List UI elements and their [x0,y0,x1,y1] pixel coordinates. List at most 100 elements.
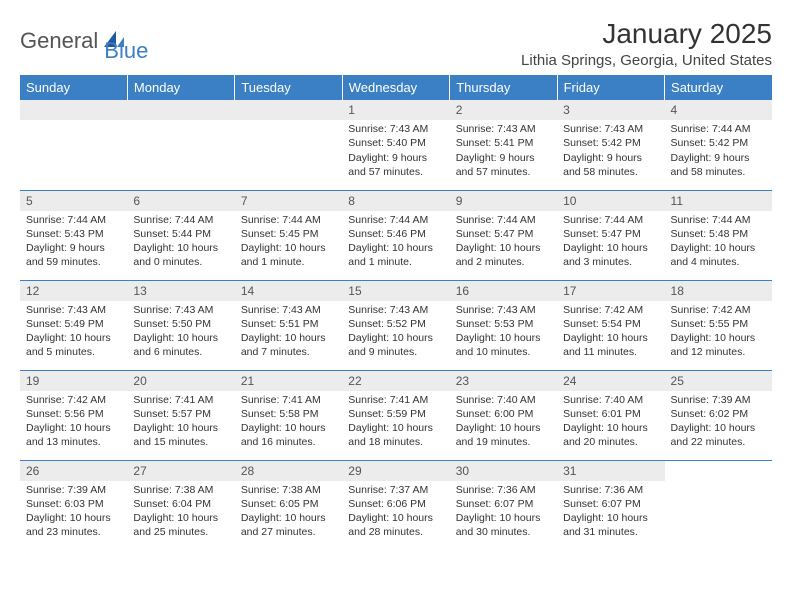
day-content: Sunrise: 7:43 AMSunset: 5:49 PMDaylight:… [20,301,127,364]
day-content: Sunrise: 7:44 AMSunset: 5:46 PMDaylight:… [342,211,449,274]
day-number: 18 [665,281,772,301]
day-number: 28 [235,461,342,481]
day-number: 13 [127,281,234,301]
day-content: Sunrise: 7:43 AMSunset: 5:53 PMDaylight:… [450,301,557,364]
calendar-cell: 14Sunrise: 7:43 AMSunset: 5:51 PMDayligh… [235,280,342,370]
day-number: 27 [127,461,234,481]
day-number: 19 [20,371,127,391]
calendar-row: 26Sunrise: 7:39 AMSunset: 6:03 PMDayligh… [20,460,772,550]
day-content: Sunrise: 7:43 AMSunset: 5:42 PMDaylight:… [557,120,664,183]
day-number: 7 [235,191,342,211]
day-content: Sunrise: 7:38 AMSunset: 6:05 PMDaylight:… [235,481,342,544]
day-content: Sunrise: 7:43 AMSunset: 5:50 PMDaylight:… [127,301,234,364]
day-content: Sunrise: 7:37 AMSunset: 6:06 PMDaylight:… [342,481,449,544]
calendar-cell: 4Sunrise: 7:44 AMSunset: 5:42 PMDaylight… [665,100,772,190]
day-number: 25 [665,371,772,391]
calendar-cell: 27Sunrise: 7:38 AMSunset: 6:04 PMDayligh… [127,460,234,550]
calendar-cell: 16Sunrise: 7:43 AMSunset: 5:53 PMDayligh… [450,280,557,370]
day-content: Sunrise: 7:41 AMSunset: 5:59 PMDaylight:… [342,391,449,454]
calendar-body: 1Sunrise: 7:43 AMSunset: 5:40 PMDaylight… [20,100,772,550]
day-number: 22 [342,371,449,391]
location-text: Lithia Springs, Georgia, United States [521,52,772,69]
day-number: 23 [450,371,557,391]
page-title: January 2025 [521,18,772,50]
calendar-cell: 11Sunrise: 7:44 AMSunset: 5:48 PMDayligh… [665,190,772,280]
calendar-cell: 20Sunrise: 7:41 AMSunset: 5:57 PMDayligh… [127,370,234,460]
calendar-cell: 22Sunrise: 7:41 AMSunset: 5:59 PMDayligh… [342,370,449,460]
calendar-cell: 15Sunrise: 7:43 AMSunset: 5:52 PMDayligh… [342,280,449,370]
calendar-cell: 19Sunrise: 7:42 AMSunset: 5:56 PMDayligh… [20,370,127,460]
day-number: 14 [235,281,342,301]
day-content: Sunrise: 7:39 AMSunset: 6:02 PMDaylight:… [665,391,772,454]
day-content: Sunrise: 7:44 AMSunset: 5:47 PMDaylight:… [450,211,557,274]
day-number: 16 [450,281,557,301]
logo-text-blue: Blue [104,38,148,63]
day-content: Sunrise: 7:40 AMSunset: 6:00 PMDaylight:… [450,391,557,454]
calendar-cell: 12Sunrise: 7:43 AMSunset: 5:49 PMDayligh… [20,280,127,370]
day-content: Sunrise: 7:44 AMSunset: 5:45 PMDaylight:… [235,211,342,274]
day-number: 15 [342,281,449,301]
weekday-header: Sunday [20,75,127,100]
day-content: Sunrise: 7:36 AMSunset: 6:07 PMDaylight:… [557,481,664,544]
day-number: 8 [342,191,449,211]
day-number: 6 [127,191,234,211]
day-number: 5 [20,191,127,211]
day-number: 10 [557,191,664,211]
day-content: Sunrise: 7:44 AMSunset: 5:43 PMDaylight:… [20,211,127,274]
calendar-cell: 2Sunrise: 7:43 AMSunset: 5:41 PMDaylight… [450,100,557,190]
weekday-header: Wednesday [342,75,449,100]
day-number: 29 [342,461,449,481]
day-number-empty [127,100,234,120]
calendar-cell: 7Sunrise: 7:44 AMSunset: 5:45 PMDaylight… [235,190,342,280]
day-number: 30 [450,461,557,481]
calendar-row: 19Sunrise: 7:42 AMSunset: 5:56 PMDayligh… [20,370,772,460]
day-number: 24 [557,371,664,391]
calendar-cell: 31Sunrise: 7:36 AMSunset: 6:07 PMDayligh… [557,460,664,550]
day-content: Sunrise: 7:44 AMSunset: 5:47 PMDaylight:… [557,211,664,274]
title-block: January 2025 Lithia Springs, Georgia, Un… [521,18,772,69]
day-content: Sunrise: 7:41 AMSunset: 5:58 PMDaylight:… [235,391,342,454]
calendar-cell: 17Sunrise: 7:42 AMSunset: 5:54 PMDayligh… [557,280,664,370]
weekday-header: Tuesday [235,75,342,100]
calendar-cell: 21Sunrise: 7:41 AMSunset: 5:58 PMDayligh… [235,370,342,460]
calendar-row: 1Sunrise: 7:43 AMSunset: 5:40 PMDaylight… [20,100,772,190]
calendar-cell: 8Sunrise: 7:44 AMSunset: 5:46 PMDaylight… [342,190,449,280]
calendar-cell [665,460,772,550]
day-content: Sunrise: 7:44 AMSunset: 5:48 PMDaylight:… [665,211,772,274]
calendar-cell: 30Sunrise: 7:36 AMSunset: 6:07 PMDayligh… [450,460,557,550]
day-number: 2 [450,100,557,120]
calendar-cell [20,100,127,190]
day-number: 20 [127,371,234,391]
day-content: Sunrise: 7:39 AMSunset: 6:03 PMDaylight:… [20,481,127,544]
day-number: 1 [342,100,449,120]
day-number: 26 [20,461,127,481]
calendar-cell: 28Sunrise: 7:38 AMSunset: 6:05 PMDayligh… [235,460,342,550]
calendar-cell: 18Sunrise: 7:42 AMSunset: 5:55 PMDayligh… [665,280,772,370]
weekday-header: Thursday [450,75,557,100]
day-content: Sunrise: 7:40 AMSunset: 6:01 PMDaylight:… [557,391,664,454]
day-content: Sunrise: 7:41 AMSunset: 5:57 PMDaylight:… [127,391,234,454]
day-content: Sunrise: 7:42 AMSunset: 5:56 PMDaylight:… [20,391,127,454]
weekday-header: Monday [127,75,234,100]
day-number: 31 [557,461,664,481]
day-number: 4 [665,100,772,120]
calendar-cell: 9Sunrise: 7:44 AMSunset: 5:47 PMDaylight… [450,190,557,280]
calendar-cell: 10Sunrise: 7:44 AMSunset: 5:47 PMDayligh… [557,190,664,280]
day-content: Sunrise: 7:42 AMSunset: 5:54 PMDaylight:… [557,301,664,364]
day-number: 11 [665,191,772,211]
day-number: 21 [235,371,342,391]
calendar-table: SundayMondayTuesdayWednesdayThursdayFrid… [20,75,772,550]
calendar-cell: 1Sunrise: 7:43 AMSunset: 5:40 PMDaylight… [342,100,449,190]
day-content: Sunrise: 7:44 AMSunset: 5:44 PMDaylight:… [127,211,234,274]
calendar-cell [127,100,234,190]
calendar-cell [235,100,342,190]
day-content: Sunrise: 7:42 AMSunset: 5:55 PMDaylight:… [665,301,772,364]
weekday-header: Friday [557,75,664,100]
day-content: Sunrise: 7:43 AMSunset: 5:52 PMDaylight:… [342,301,449,364]
day-number: 3 [557,100,664,120]
calendar-cell: 26Sunrise: 7:39 AMSunset: 6:03 PMDayligh… [20,460,127,550]
day-number-empty [235,100,342,120]
day-number-empty [20,100,127,120]
calendar-row: 12Sunrise: 7:43 AMSunset: 5:49 PMDayligh… [20,280,772,370]
header: General Blue January 2025 Lithia Springs… [20,18,772,69]
